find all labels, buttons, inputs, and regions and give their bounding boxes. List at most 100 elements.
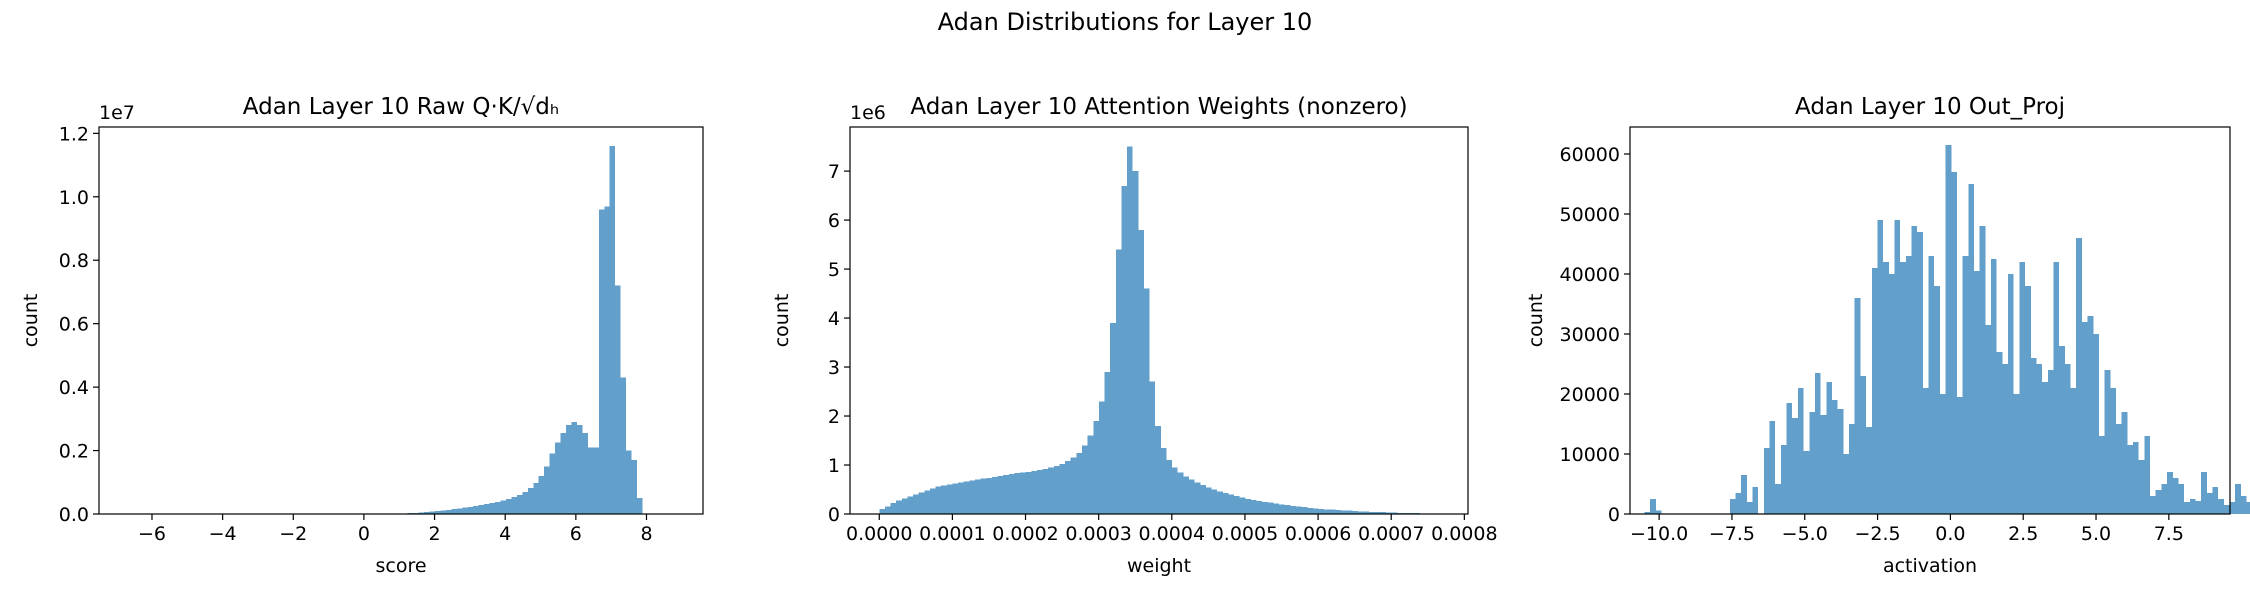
histogram-bar: [2121, 412, 2128, 514]
histogram-bar: [1352, 511, 1358, 514]
histogram-bar: [1194, 482, 1201, 514]
histogram-bar: [1312, 508, 1319, 514]
histogram-bar: [440, 510, 446, 514]
histogram-bar: [1065, 461, 1071, 514]
histogram-bar: [615, 285, 621, 514]
x-tick-label: −4: [209, 523, 237, 545]
histogram-bar: [1877, 220, 1884, 514]
y-tick-label: 1.0: [59, 187, 89, 209]
histogram-bar: [1386, 512, 1392, 514]
y-tick-label: 7: [828, 161, 840, 183]
histogram-bar: [1053, 465, 1060, 514]
histogram-bar: [549, 453, 556, 514]
histogram-bar: [1831, 400, 1838, 514]
histogram-bar: [2201, 472, 2207, 514]
histogram-bar: [1735, 493, 1742, 514]
histogram-bar: [1031, 470, 1037, 514]
histogram-bar: [1369, 511, 1375, 514]
x-tick-label: −5.0: [1782, 523, 1828, 545]
histogram-bar: [1183, 476, 1189, 514]
histogram-bar: [2133, 442, 2139, 514]
histogram-bar: [1786, 403, 1793, 514]
histogram-bar: [929, 488, 936, 514]
x-tick-label: 4: [499, 523, 511, 545]
y-tick-label: 1: [828, 455, 840, 477]
x-tick-label: −7.5: [1709, 523, 1755, 545]
histogram-bar: [986, 477, 992, 514]
histogram-bar: [1746, 502, 1753, 514]
histogram-bar: [505, 499, 512, 514]
histogram-bar: [1775, 484, 1781, 514]
histogram-bar: [1177, 472, 1184, 514]
subplot-title: Adan Layer 10 Attention Weights (nonzero…: [910, 94, 1407, 120]
histogram-bar: [555, 442, 561, 514]
histogram-bar: [2008, 274, 2014, 514]
histogram-bar: [1374, 512, 1381, 514]
histogram-bar: [1290, 505, 1296, 514]
histogram-bar: [2138, 460, 2145, 514]
histogram-bar: [1093, 420, 1099, 514]
histogram-bar: [969, 480, 975, 514]
x-tick-label: 0.0000: [846, 523, 912, 545]
y-tick-label: 20000: [1560, 384, 1620, 406]
histogram-bar: [2223, 505, 2230, 514]
histogram-bar: [1301, 507, 1308, 514]
histogram-bar: [884, 506, 891, 514]
histogram-bar: [2025, 286, 2031, 514]
histogram-bar: [2036, 364, 2043, 514]
histogram-bar: [511, 497, 517, 514]
axes-frame: [98, 126, 704, 515]
histogram-bar: [2189, 499, 2196, 514]
histogram-bar: [2042, 382, 2048, 514]
histogram-bar: [1081, 445, 1088, 514]
histogram-bar: [1911, 226, 1918, 514]
histogram-bar: [1245, 498, 1251, 514]
histogram-bar: [1104, 371, 1111, 514]
histogram-bar: [1809, 412, 1815, 514]
histogram-bar: [2161, 484, 2168, 514]
x-tick-label: 0.0001: [919, 523, 985, 545]
histogram-bar: [2218, 499, 2224, 514]
histogram-bar: [2053, 262, 2060, 514]
histogram-bar: [1397, 512, 1403, 514]
histogram-bar: [1200, 485, 1206, 514]
histogram-bar: [991, 476, 998, 514]
y-tick-label: 50000: [1560, 204, 1620, 226]
histogram-bar: [1262, 501, 1268, 514]
y-tick-label: 0.4: [59, 377, 89, 399]
histogram-bar: [1814, 373, 1821, 514]
x-tick-label: 8: [640, 523, 652, 545]
histogram-bar: [538, 475, 545, 514]
histogram-bar: [952, 483, 959, 514]
histogram-bar: [1922, 388, 1929, 514]
histogram-bar: [2246, 502, 2250, 514]
y-tick-label: 0.6: [59, 314, 89, 336]
histogram-bar: [1307, 507, 1313, 514]
x-tick-label: 2: [429, 523, 441, 545]
histogram-bar: [1962, 256, 1969, 514]
histogram-bar: [1121, 185, 1128, 514]
axes-frame: [849, 126, 1469, 515]
histogram-bar: [2002, 364, 2009, 514]
histogram-bar: [1985, 325, 1992, 514]
histogram-bar: [637, 498, 643, 514]
x-tick-label: −2.5: [1855, 523, 1901, 545]
histogram-bar: [424, 512, 430, 514]
histogram-bar: [1741, 475, 1747, 514]
histogram-bar: [2150, 496, 2156, 514]
histogram-bar: [1239, 497, 1246, 514]
histogram-bar: [913, 494, 919, 514]
x-axis-label: score: [375, 555, 426, 577]
histogram-bar: [1036, 469, 1043, 514]
histogram-bar: [1110, 322, 1116, 514]
y-tick-label: 0.2: [59, 441, 89, 463]
x-tick-label: −2: [279, 523, 307, 545]
histogram-bar: [941, 485, 947, 514]
histogram-bar: [451, 509, 457, 514]
histogram-bar: [609, 146, 616, 514]
histogram-bar: [527, 487, 534, 514]
histogram-bar: [604, 206, 610, 515]
x-tick-label: −10.0: [1630, 523, 1688, 545]
histogram-bar: [445, 509, 452, 514]
